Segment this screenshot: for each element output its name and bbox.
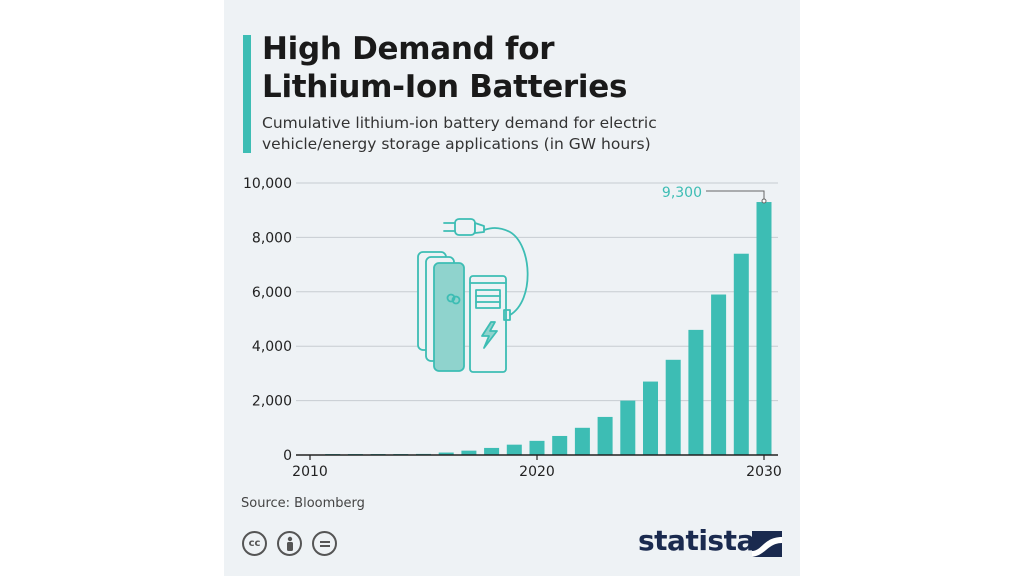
x-axis-ticks: 2010 2020 2030	[292, 455, 782, 480]
bar-2030	[756, 202, 772, 455]
title-line-1: High Demand for	[262, 31, 555, 67]
y-axis-ticks: 0 2,000 4,000 6,000 8,000 10,000	[243, 176, 292, 464]
subtitle-line-2: vehicle/energy storage applications (in …	[262, 135, 651, 153]
gridlines	[296, 182, 778, 402]
y-tick-label: 8,000	[252, 230, 292, 246]
bar-2026	[665, 359, 681, 455]
bar-series	[325, 202, 772, 455]
attribution-icon[interactable]	[277, 531, 302, 556]
bar-2028	[711, 294, 727, 455]
bar-2022	[574, 427, 590, 455]
equals-icon	[319, 540, 330, 547]
peak-annotation: 9,300	[662, 185, 767, 204]
bar-2021	[552, 435, 568, 455]
x-tick-label: 2020	[519, 464, 555, 480]
bar-2017	[461, 450, 477, 455]
person-icon	[286, 536, 293, 551]
subtitle-line-1: Cumulative lithium-ion battery demand fo…	[262, 114, 657, 132]
title-line-2: Lithium-Ion Batteries	[262, 69, 628, 105]
statista-logo[interactable]: statista	[638, 524, 755, 557]
y-tick-label: 4,000	[252, 339, 292, 355]
annotation-dot	[761, 198, 767, 204]
bar-2019	[506, 444, 522, 455]
bar-2025	[643, 381, 658, 455]
no-derivatives-icon[interactable]	[312, 531, 337, 556]
x-tick-label: 2030	[746, 464, 782, 480]
infographic-card	[224, 0, 800, 576]
bar-2029	[733, 253, 749, 455]
chart-title: High Demand for Lithium-Ion Batteries	[262, 30, 782, 106]
y-tick-label: 2,000	[252, 394, 292, 410]
statista-logo-mark-icon	[752, 531, 782, 557]
bar-2023	[597, 416, 613, 455]
bar-2016	[438, 452, 454, 455]
creative-commons-icon[interactable]: cc	[242, 531, 267, 556]
chart-subtitle: Cumulative lithium-ion battery demand fo…	[262, 113, 782, 155]
bar-2018	[484, 447, 500, 455]
title-accent-bar	[243, 35, 251, 153]
ev-charging-station-icon	[417, 218, 529, 373]
y-tick-label: 6,000	[252, 285, 292, 301]
annotation-leader-line	[706, 190, 765, 202]
annotation-label: 9,300	[662, 185, 702, 201]
y-tick-label: 10,000	[243, 176, 292, 192]
x-tick-label: 2010	[292, 464, 328, 480]
bar-2020	[529, 440, 545, 455]
brand-wordmark: statista	[638, 524, 755, 557]
y-tick-label: 0	[283, 448, 292, 464]
bar-2027	[688, 329, 704, 455]
bar-2024	[620, 400, 636, 455]
source-note: Source: Bloomberg	[241, 496, 365, 511]
